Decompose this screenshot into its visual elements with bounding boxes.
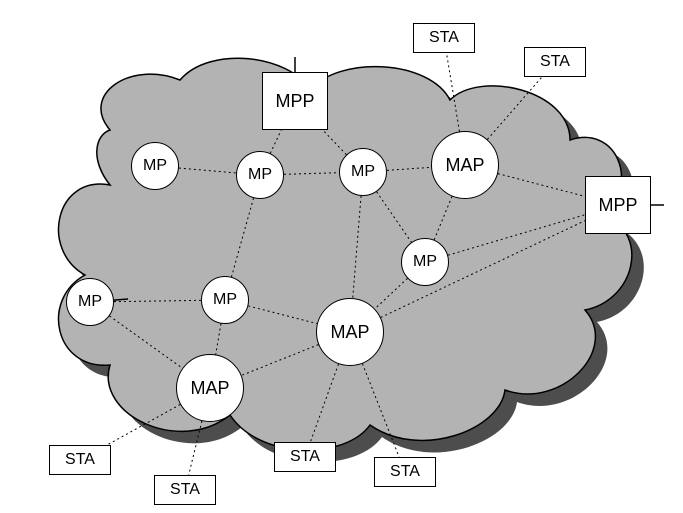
node-label-mp1: MP xyxy=(143,157,167,175)
node-sta4: STA xyxy=(154,475,216,505)
node-map2: MAP xyxy=(316,298,384,366)
node-label-mp3: MP xyxy=(351,163,375,181)
node-mp6: MP xyxy=(66,278,114,326)
node-mpp1: MPP xyxy=(262,72,328,130)
node-mp1: MP xyxy=(131,142,179,190)
node-label-map3: MAP xyxy=(190,378,229,399)
node-label-map2: MAP xyxy=(330,322,369,343)
node-mpp2: MPP xyxy=(585,176,651,234)
node-mp3: MP xyxy=(339,148,387,196)
diagram-stage: MPP MPP MP MP MP MP MP MP MAP MAP MAP STA STA STA STA S… xyxy=(0,0,683,513)
node-sta5: STA xyxy=(274,442,336,472)
node-label-mpp1: MPP xyxy=(275,91,314,112)
node-label-map1: MAP xyxy=(445,155,484,176)
node-label-sta2: STA xyxy=(540,53,570,71)
node-label-sta4: STA xyxy=(170,481,200,499)
node-map1: MAP xyxy=(431,131,499,199)
node-mp2: MP xyxy=(236,151,284,199)
node-label-mp6: MP xyxy=(78,293,102,311)
node-mp4: MP xyxy=(401,238,449,286)
node-label-mp4: MP xyxy=(413,253,437,271)
node-label-sta6: STA xyxy=(390,463,420,481)
node-label-sta5: STA xyxy=(290,448,320,466)
antenna-mp6 xyxy=(114,299,128,300)
node-label-sta1: STA xyxy=(429,29,459,47)
node-label-mpp2: MPP xyxy=(598,195,637,216)
node-sta3: STA xyxy=(49,445,111,475)
node-label-mp2: MP xyxy=(248,166,272,184)
node-label-sta3: STA xyxy=(65,451,95,469)
node-map3: MAP xyxy=(176,354,244,422)
node-mp5: MP xyxy=(201,276,249,324)
node-sta2: STA xyxy=(524,47,586,77)
node-sta1: STA xyxy=(413,23,475,53)
node-label-mp5: MP xyxy=(213,291,237,309)
node-sta6: STA xyxy=(374,457,436,487)
